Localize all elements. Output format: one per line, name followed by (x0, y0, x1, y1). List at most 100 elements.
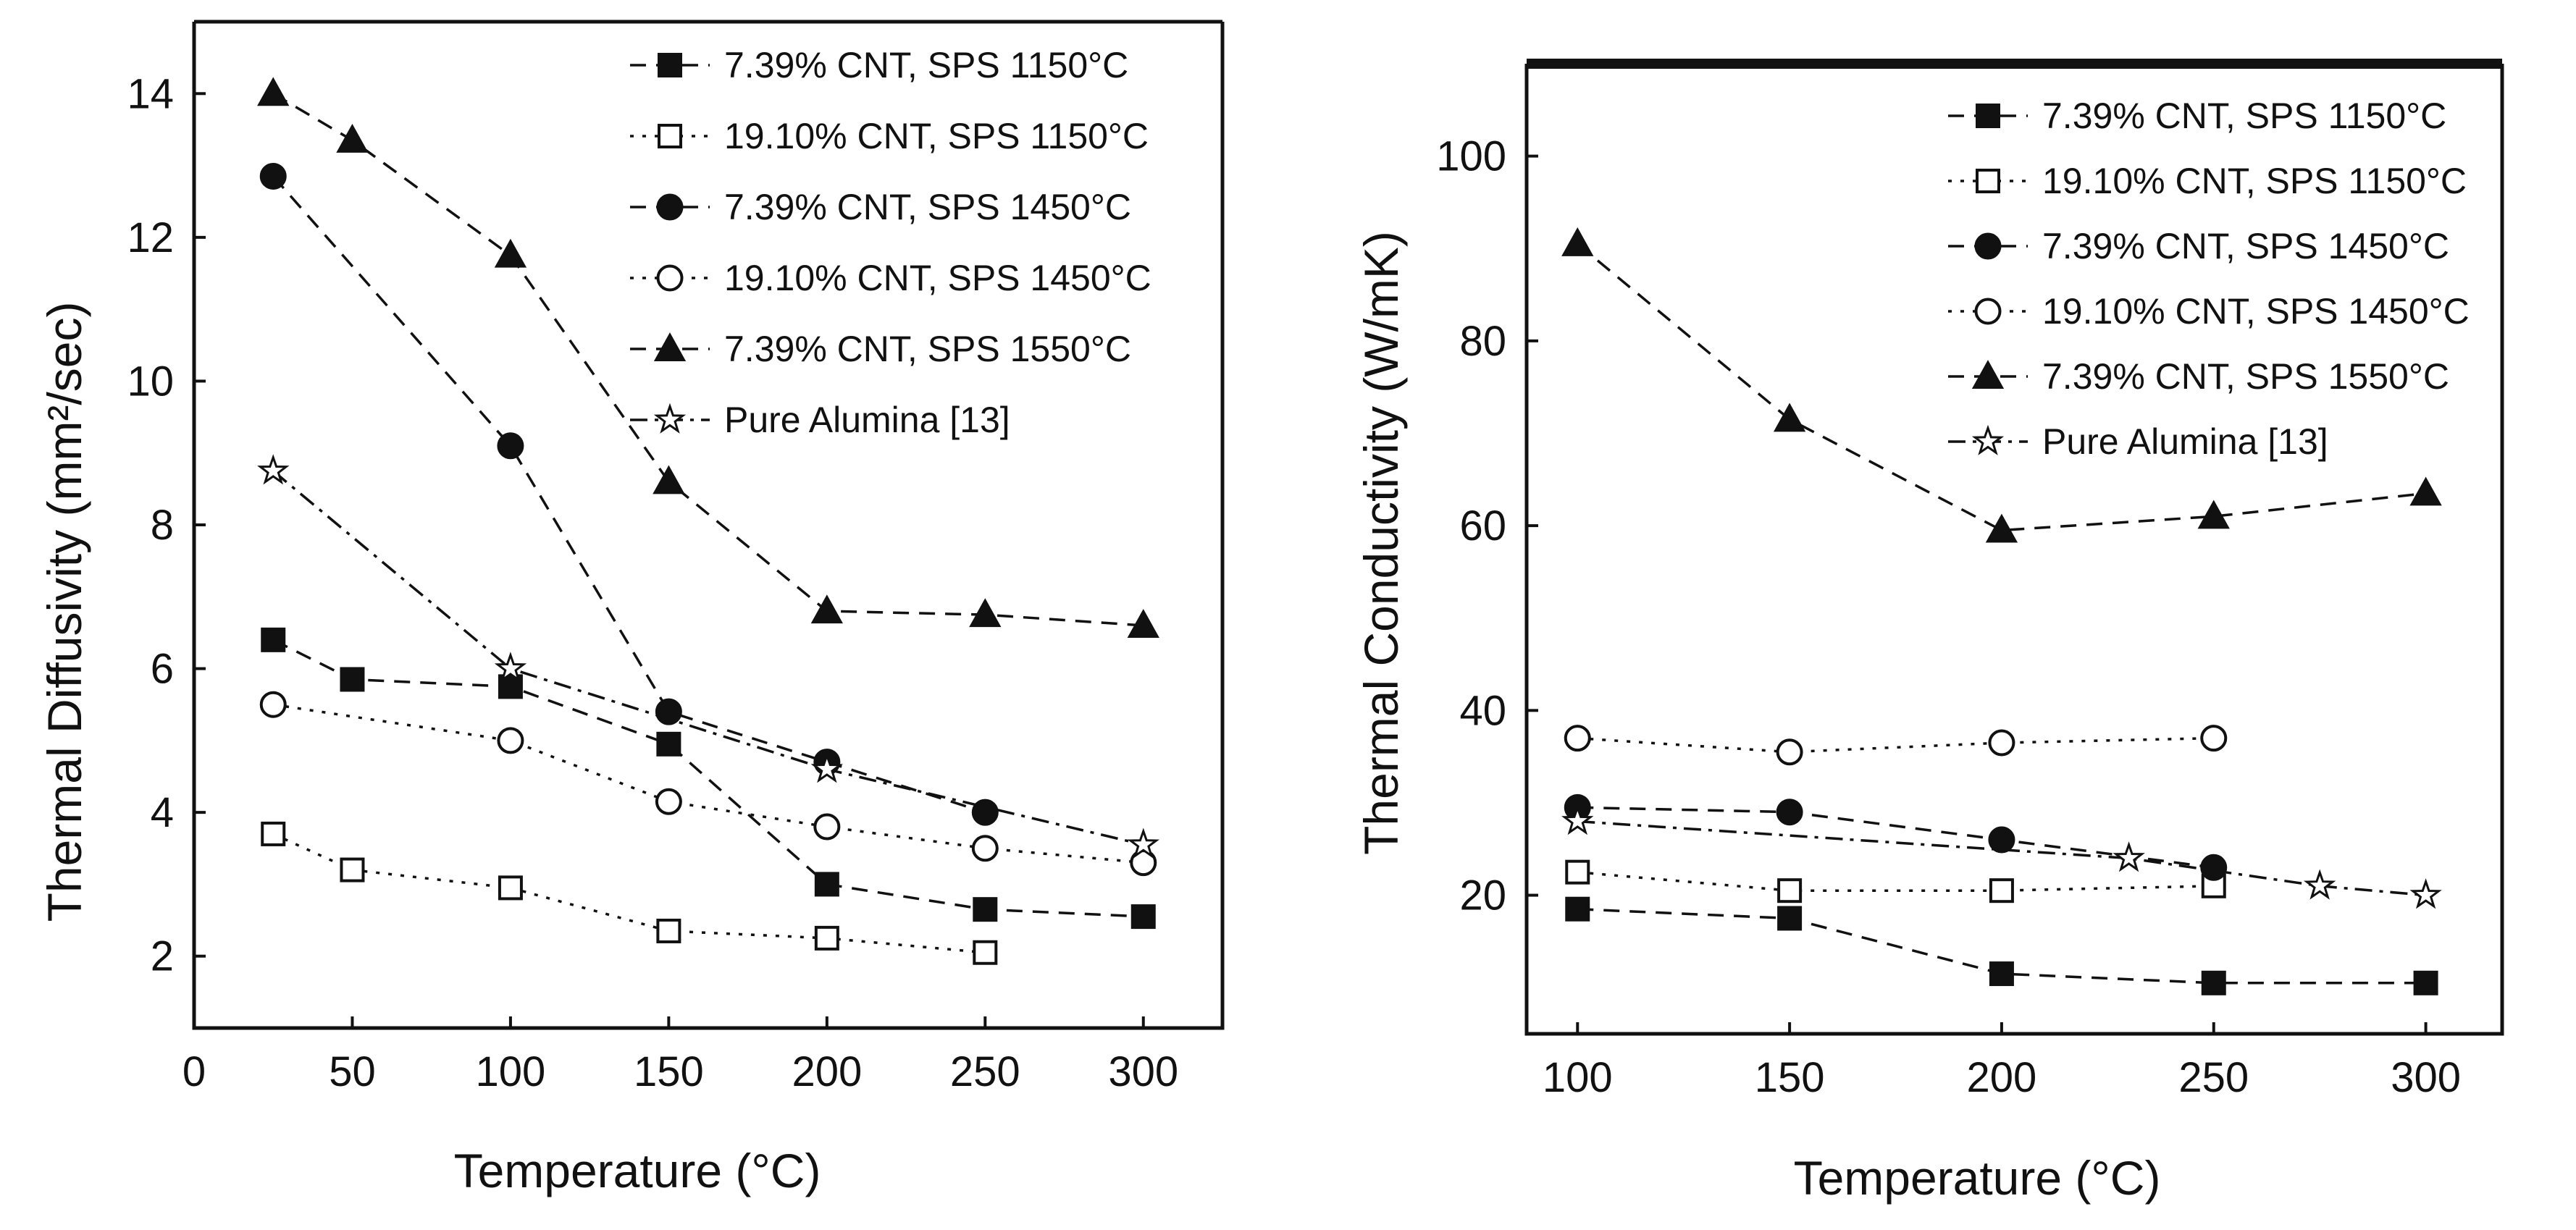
diffusivity-y-axis-label: Thermal Diffusivity (mm²/sec) (38, 302, 91, 922)
chart0-x-tick-label: 50 (329, 1048, 376, 1095)
chart1-series-5-point (2303, 869, 2336, 900)
chart0-legend-swatch-marker (658, 53, 682, 77)
chart1-series-3-point (1776, 738, 1803, 766)
chart0-series-1-point (656, 918, 681, 943)
chart1-legend-label: 7.39% CNT, SPS 1550°C (2042, 356, 2449, 397)
chart0-series-5-point (1127, 827, 1159, 859)
diffusivity-ylabel-text: Thermal Diffusivity (mm²/sec) (38, 302, 91, 922)
chart1-y-tick-label: 60 (1459, 502, 1506, 549)
chart1-legend: 7.39% CNT, SPS 1150°C 19.10% CNT, SPS 115… (1948, 96, 2470, 462)
chart1-series-5-point (2409, 878, 2442, 909)
conductivity-chart: Thermal Conductivity (W/mK) Temperature … (1354, 59, 2504, 1205)
chart0-legend-label: 7.39% CNT, SPS 1150°C (724, 45, 1128, 85)
chart1-series-4-point (1561, 227, 1594, 256)
chart1-series-0-point (1777, 906, 1803, 931)
chart0-series-2-line (272, 175, 986, 814)
chart1-series-2-point (1776, 799, 1803, 826)
chart0-series-0-point (1130, 904, 1156, 930)
chart1-x-tick-label: 300 (2391, 1054, 2461, 1101)
chart1-series-4-line (1577, 243, 2426, 532)
chart0-series-0-point (340, 667, 365, 692)
chart1-series-2-point (2200, 854, 2228, 881)
chart1-y-tick-label: 20 (1459, 872, 1506, 919)
chart1-legend-swatch-marker (1976, 104, 2000, 128)
svg-text:Thermal Diffusivity (mm²/sec): Thermal Diffusivity (mm²/sec) (38, 302, 91, 922)
chart0-series-4-point (810, 594, 843, 624)
chart0-series-1-point (340, 857, 365, 883)
chart0-series-5-point (494, 652, 527, 683)
chart1-x-tick-label: 150 (1755, 1054, 1825, 1101)
diffusivity-chart: Thermal Diffusivity (mm²/sec) Temperatur… (38, 20, 1225, 1197)
chart1-legend-swatch-marker (1974, 232, 2002, 260)
chart0-series-3-point (497, 727, 524, 754)
chart0-series-5-point (810, 752, 844, 783)
chart1-axes-frame (1524, 64, 2504, 1036)
chart0-series-2-point (497, 432, 524, 460)
chart0-x-tick-label: 250 (950, 1048, 1020, 1095)
chart1-y-tick-label: 40 (1459, 687, 1506, 734)
chart0-series-0-point (973, 897, 998, 922)
chart0-series-4-point (494, 238, 527, 268)
chart1-series-4-point (1985, 513, 2018, 543)
chart0-legend-label: 7.39% CNT, SPS 1550°C (724, 329, 1131, 369)
chart0-x-tick-label: 100 (476, 1048, 546, 1095)
chart0-legend-swatch-marker (656, 264, 684, 292)
chart1-series-0-point (2201, 970, 2226, 995)
chart0-series-4-point (1127, 609, 1159, 638)
chart1-x-tick-label: 250 (2178, 1054, 2249, 1101)
chart1-series-1-point (1989, 878, 2014, 903)
chart0-series-3-line (272, 703, 1144, 864)
chart1-series-3-point (1564, 725, 1591, 752)
chart1-series-3-point (1988, 729, 2015, 757)
chart1-x-tick-label: 200 (1967, 1054, 2037, 1101)
chart1-x-tick-label: 100 (1543, 1054, 1613, 1101)
chart0-y-tick-label: 14 (127, 70, 174, 117)
chart0-legend-swatch-marker (658, 124, 682, 148)
chart0-series-4-point (653, 465, 685, 494)
chart0-series-4-point (257, 77, 290, 106)
chart0-x-tick-label: 300 (1108, 1048, 1178, 1095)
chart0-x-tick-label: 150 (634, 1048, 704, 1095)
chart1-series-0-point (2413, 970, 2438, 995)
chart1-series-3-line (1577, 736, 2214, 754)
chart0-series-5-point (257, 454, 290, 485)
conductivity-y-axis-label: Thermal Conductivity (W/mK) (1354, 231, 1408, 855)
chart0-series-3-point (813, 813, 841, 841)
chart0-legend-label: Pure Alumina [13] (724, 400, 1010, 440)
chart0-series-1-point (498, 875, 523, 901)
chart0-y-tick-label: 2 (151, 933, 174, 980)
chart1-legend-label: 7.39% CNT, SPS 1150°C (2042, 96, 2446, 136)
chart1-y-tick-label: 80 (1459, 318, 1506, 365)
chart0-legend-label: 19.10% CNT, SPS 1150°C (724, 116, 1149, 156)
chart0-y-tick-label: 6 (151, 646, 174, 693)
chart0-series-4-point (969, 598, 1002, 628)
chart0-series-0-point (656, 731, 681, 757)
chart1-series-4-point (1773, 403, 1806, 432)
diffusivity-x-axis-label: Temperature (°C) (454, 1144, 821, 1197)
chart1-legend-label: 19.10% CNT, SPS 1450°C (2042, 291, 2470, 332)
chart1-series-4-point (2197, 500, 2230, 529)
chart1-series-2-point (1988, 826, 2015, 854)
chart0-series-0-point (814, 872, 839, 897)
chart1-legend-swatch-marker (1976, 169, 2000, 193)
chart0-x-tick-label: 200 (792, 1048, 862, 1095)
chart1-legend-swatch-marker (1971, 360, 2005, 389)
chart1-series-1-point (1777, 878, 1803, 903)
chart1-legend-label: 19.10% CNT, SPS 1150°C (2042, 161, 2467, 201)
chart1-series-0-point (1565, 896, 1590, 922)
chart1-series-5-line (1577, 820, 2426, 897)
chart0-y-tick-label: 10 (127, 358, 174, 405)
chart0-series-1-point (973, 940, 998, 965)
svg-text:Thermal Conductivity (W/mK): Thermal Conductivity (W/mK) (1354, 231, 1408, 855)
chart0-legend-label: 7.39% CNT, SPS 1450°C (724, 187, 1131, 227)
chart1-legend-label: 7.39% CNT, SPS 1450°C (2042, 226, 2449, 266)
chart0-series-1-point (261, 821, 286, 846)
chart0-y-tick-label: 8 (151, 502, 174, 549)
chart1-legend-swatch-marker (1974, 298, 2002, 325)
chart1-y-tick-label: 100 (1436, 133, 1506, 180)
chart0-legend-swatch-marker (656, 193, 684, 221)
chart0-series-3-point (655, 788, 682, 815)
chart1-series-5-point (1561, 804, 1594, 835)
chart0-legend-label: 19.10% CNT, SPS 1450°C (724, 258, 1151, 298)
chart0-series-0-point (261, 627, 286, 652)
